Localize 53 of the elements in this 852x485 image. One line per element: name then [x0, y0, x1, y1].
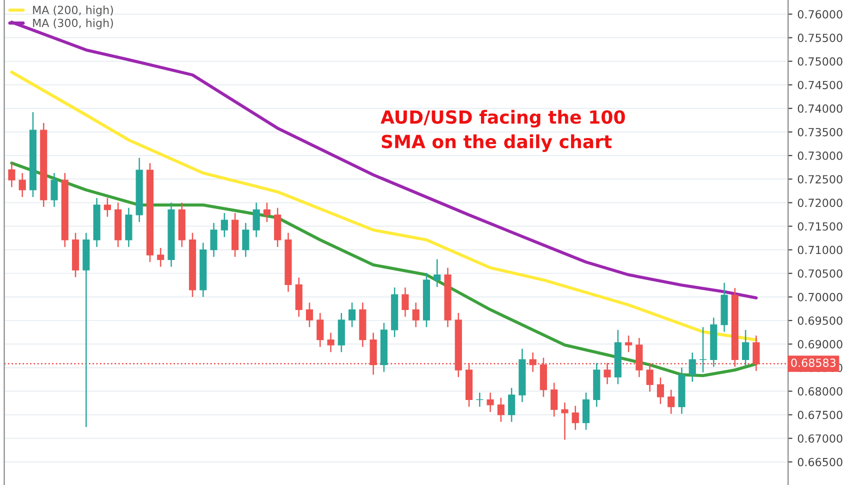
candlestick [508, 387, 516, 422]
y-tick-label: 0.74500 [798, 80, 842, 90]
candlestick [497, 397, 504, 422]
y-tick-label: 0.70500 [798, 269, 842, 278]
candlestick [668, 389, 675, 414]
candlestick [252, 202, 260, 238]
y-tick-label: 0.72500 [798, 175, 842, 184]
candlestick [561, 402, 568, 440]
y-tick-label: 0.67500 [798, 410, 842, 420]
y-tick-label: 0.75000 [798, 57, 842, 66]
legend-label: MA (200, high) [33, 6, 113, 16]
line-series [10, 70, 758, 342]
y-tick-label: 0.71500 [798, 222, 842, 231]
candlestick [316, 312, 324, 348]
y-tick-label: 0.70000 [798, 292, 842, 302]
candlestick [157, 247, 164, 268]
candlestick [688, 352, 696, 382]
candlestick [8, 162, 16, 188]
candlestick [550, 382, 558, 418]
y-tick-label: 0.69000 [798, 340, 842, 348]
candlestick [50, 172, 58, 208]
candlestick [434, 258, 441, 288]
candlestick [210, 222, 218, 258]
y-tick-label: 0.68000 [798, 387, 842, 396]
candlestick [572, 405, 579, 430]
y-tick-label: 0.73500 [798, 128, 842, 136]
candlestick [242, 222, 250, 258]
y-tick-label: 0.76000 [798, 10, 842, 19]
candlestick [486, 392, 494, 413]
candlestick [327, 332, 334, 353]
y-tick-label: 0.66500 [798, 458, 842, 466]
candlestick [412, 302, 420, 328]
y-tick-label: 0.69500 [798, 316, 842, 325]
y-tick-label: 0.71000 [798, 246, 842, 254]
y-tick-label: 0.67000 [798, 434, 842, 443]
candlestick [104, 197, 111, 218]
legend-label: MA (300, high) [33, 18, 113, 30]
candlestick [402, 286, 409, 318]
y-tick-label: 0.75500 [798, 34, 842, 42]
candlestick [699, 326, 707, 373]
candlestick [656, 376, 664, 405]
y-tick-label: 0.73000 [798, 152, 842, 160]
candlestick [582, 392, 590, 430]
candlestick [306, 302, 314, 328]
annotation: AUD/USD facing the 100 SMA on the daily chart [380, 110, 625, 152]
candlestick [742, 329, 750, 368]
candlestick [18, 172, 26, 198]
candlestick [263, 202, 270, 223]
y-tick-label: 0.72000 [798, 198, 842, 208]
candlestick [220, 212, 228, 238]
candlestick [348, 302, 356, 328]
y-tick-label: 0.74000 [798, 104, 842, 113]
candlestick [625, 334, 632, 353]
